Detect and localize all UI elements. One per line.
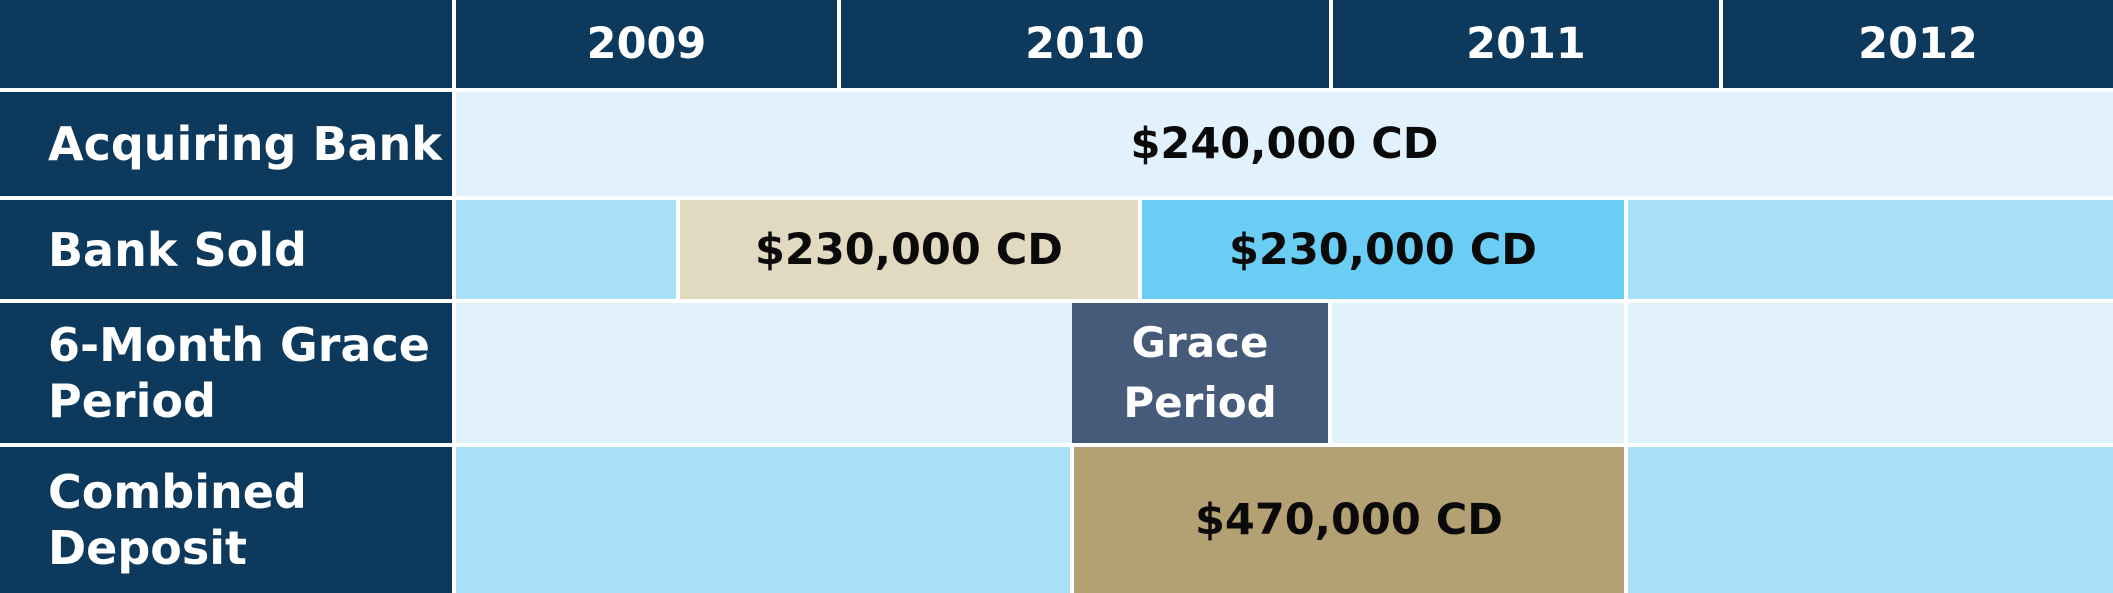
grace-row-background-mid	[1332, 303, 1624, 443]
row-label-grace-period: 6-Month Grace Period	[0, 303, 452, 443]
acquiring-bank-cd-bar: $240,000 CD	[456, 92, 2113, 196]
row-label-combined-deposit-line1: Combined	[48, 465, 307, 519]
grace-row-background-right	[1628, 303, 2113, 443]
year-header-2012: 2012	[1723, 0, 2113, 88]
bank-sold-cd-bar-before: $230,000 CD	[680, 200, 1138, 299]
grace-period-bar-line1: Grace	[1131, 318, 1269, 367]
combined-deposit-cd-bar: $470,000 CD	[1074, 447, 1624, 593]
bank-sold-cd-bar-after: $230,000 CD	[1142, 200, 1624, 299]
row-label-combined-deposit-line2: Deposit	[48, 521, 248, 575]
year-header-2010: 2010	[841, 0, 1329, 88]
header-corner	[0, 0, 452, 88]
combined-row-background-left	[456, 447, 1070, 593]
grace-row-background-left	[456, 303, 1072, 443]
combined-row-background-right	[1628, 447, 2113, 593]
year-header-2011: 2011	[1333, 0, 1719, 88]
bank-sold-row-background-right	[1628, 200, 2113, 299]
grace-period-bar-line2: Period	[1123, 378, 1277, 427]
bank-sold-row-background-left	[456, 200, 676, 299]
grace-period-bar: Grace Period	[1072, 303, 1328, 443]
row-label-acquiring-bank: Acquiring Bank	[0, 92, 452, 196]
row-label-combined-deposit: Combined Deposit	[0, 447, 452, 593]
row-label-bank-sold: Bank Sold	[0, 200, 452, 299]
year-header-2009: 2009	[456, 0, 837, 88]
row-label-grace-period-line2: Period	[48, 374, 216, 428]
row-label-grace-period-line1: 6-Month Grace	[48, 318, 430, 372]
